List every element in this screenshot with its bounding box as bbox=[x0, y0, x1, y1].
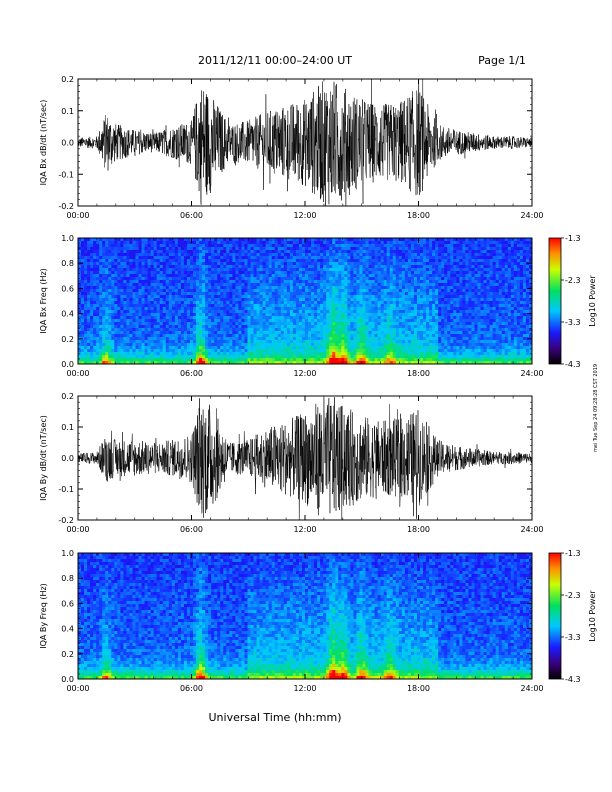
y-tick-label: 0.0 bbox=[61, 675, 74, 684]
generated-note: mei Tue Sep 24 09:28:28 CST 2019 bbox=[593, 364, 599, 452]
x-tick-label: 18:00 bbox=[407, 211, 430, 220]
x-tick-label: 00:00 bbox=[66, 211, 89, 220]
x-tick-label: 06:00 bbox=[180, 211, 203, 220]
x-tick-label: 12:00 bbox=[293, 211, 316, 220]
x-tick-label: 12:00 bbox=[293, 684, 316, 693]
colorbar-tick-label: -3.3 bbox=[565, 318, 581, 327]
bx-colorbar: -1.3 -2.3 -3.3 -4.3 Log10 Power bbox=[548, 234, 597, 369]
waveform-series bbox=[78, 79, 532, 206]
y-axis-label: IQA By Freq (Hz) bbox=[39, 583, 48, 649]
x-tick-label: 00:00 bbox=[66, 684, 89, 693]
colorbar-tick-label: -4.3 bbox=[565, 360, 581, 369]
y-tick-label: 1.0 bbox=[61, 549, 74, 558]
colorbar-tick-label: -2.3 bbox=[565, 591, 581, 600]
x-tick-label: 06:00 bbox=[180, 684, 203, 693]
spectrogram-image bbox=[78, 238, 533, 365]
bx-spectrogram-panel: 1.0 0.8 0.6 0.4 0.2 0.000:00 06:00 12:00 18:00 24… bbox=[39, 234, 544, 378]
x-tick-label: 12:00 bbox=[293, 525, 316, 534]
colorbar-label: Log10 Power bbox=[588, 275, 597, 327]
y-axis-label: IQA Bx Freq (Hz) bbox=[39, 268, 48, 334]
colorbar-tick-label: -2.3 bbox=[565, 276, 581, 285]
bx-waveform-panel: 0.2 0.1 0.0 -0.1 -0.200:00 06:00 12:00 18:00 24:… bbox=[39, 75, 544, 220]
y-tick-label: 1.0 bbox=[61, 234, 74, 243]
colorbar-tick-label: -4.3 bbox=[565, 675, 581, 684]
y-tick-label: 0.6 bbox=[61, 599, 74, 608]
y-tick-label: -0.2 bbox=[58, 516, 74, 525]
colorbar-tick-label: -1.3 bbox=[565, 549, 581, 558]
y-tick-label: 0.0 bbox=[61, 360, 74, 369]
y-axis-label: IQA Bx dB/dt (nT/sec) bbox=[39, 100, 48, 186]
by-waveform-panel: 0.2 0.1 0.0 -0.1 -0.200:00 06:00 12:00 18:00 24:… bbox=[39, 392, 544, 534]
y-tick-label: 0.4 bbox=[61, 625, 74, 634]
y-tick-label: 0.6 bbox=[61, 284, 74, 293]
x-tick-label: 00:00 bbox=[66, 369, 89, 378]
x-tick-label: 24:00 bbox=[520, 211, 543, 220]
x-tick-label: 24:00 bbox=[520, 525, 543, 534]
y-tick-label: -0.2 bbox=[58, 202, 74, 211]
by-colorbar: -1.3 -2.3 -3.3 -4.3 Log10 Power bbox=[548, 549, 597, 684]
figure-title: 2011/12/11 00:00–24:00 UT bbox=[198, 54, 352, 67]
by-spectrogram-panel: 1.0 0.8 0.6 0.4 0.2 0.000:00 06:00 12:00 18:00 24… bbox=[39, 549, 544, 693]
y-tick-label: -0.1 bbox=[58, 485, 74, 494]
x-tick-label: 18:00 bbox=[407, 525, 430, 534]
y-tick-label: -0.1 bbox=[58, 170, 74, 179]
colorbar-label: Log10 Power bbox=[588, 590, 597, 642]
colorbar-gradient bbox=[548, 237, 562, 365]
x-tick-label: 18:00 bbox=[407, 369, 430, 378]
waveform-series bbox=[78, 397, 532, 520]
spectrogram-image bbox=[78, 553, 533, 680]
y-tick-label: 0.4 bbox=[61, 310, 74, 319]
colorbar-tick-label: -3.3 bbox=[565, 633, 581, 642]
x-tick-label: 24:00 bbox=[520, 369, 543, 378]
x-tick-label: 24:00 bbox=[520, 684, 543, 693]
x-tick-label: 12:00 bbox=[293, 369, 316, 378]
y-tick-label: 0.2 bbox=[61, 392, 74, 401]
x-tick-label: 06:00 bbox=[180, 369, 203, 378]
y-tick-label: 0.0 bbox=[61, 454, 74, 463]
y-axis-label: IQA By dB/dt (nT/sec) bbox=[39, 415, 48, 501]
y-tick-label: 0.2 bbox=[61, 335, 74, 344]
y-tick-label: 0.8 bbox=[61, 574, 74, 583]
y-tick-label: 0.1 bbox=[61, 423, 74, 432]
page-indicator: Page 1/1 bbox=[478, 54, 526, 67]
x-tick-label: 18:00 bbox=[407, 684, 430, 693]
y-tick-label: 0.8 bbox=[61, 259, 74, 268]
x-tick-label: 06:00 bbox=[180, 525, 203, 534]
colorbar-gradient bbox=[548, 552, 562, 680]
y-tick-label: 0.2 bbox=[61, 650, 74, 659]
y-tick-label: 0.0 bbox=[61, 139, 74, 148]
y-tick-label: 0.2 bbox=[61, 75, 74, 84]
x-axis-label: Universal Time (hh:mm) bbox=[209, 711, 342, 724]
colorbar-tick-label: -1.3 bbox=[565, 234, 581, 243]
x-tick-label: 00:00 bbox=[66, 525, 89, 534]
y-tick-label: 0.1 bbox=[61, 107, 74, 116]
